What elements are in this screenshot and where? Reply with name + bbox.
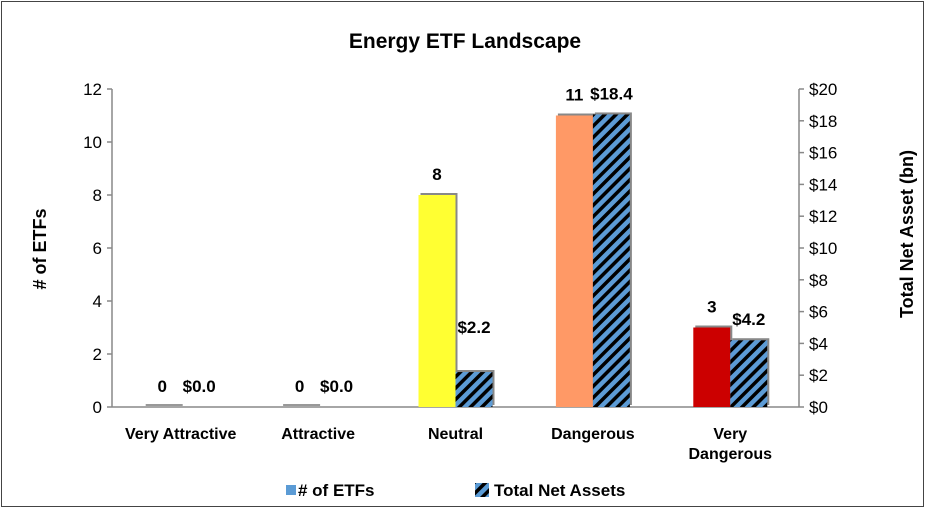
y-tick-label-right: $12 [809, 207, 837, 226]
data-label-etf-count: 0 [295, 377, 304, 396]
bar-etf-count [693, 327, 731, 407]
category-label: Very Attractive [125, 426, 237, 443]
y-tick-label-left: 4 [93, 292, 102, 311]
legend-label-etfs: # of ETFs [298, 481, 375, 500]
data-label-etf-count: 3 [707, 298, 716, 317]
y-tick-label-right: $18 [809, 112, 837, 131]
data-label-net-assets: $18.4 [590, 84, 633, 103]
y-axis-right-ticks: $0 $2 $4 $6 $8 $10 $12 $14 $16 $18 $20 [799, 80, 837, 417]
data-label-net-assets: $0.0 [183, 377, 216, 396]
category-label: Very Dangerous [689, 426, 773, 463]
data-label-etf-count: 8 [432, 165, 441, 184]
bar-net-assets [592, 114, 630, 407]
data-label-net-assets: $0.0 [320, 377, 353, 396]
bar-net-assets [455, 372, 493, 407]
energy-etf-chart: Energy ETF Landscape # of ETFs Total Net… [30, 30, 917, 500]
y-tick-label-right: $20 [809, 80, 837, 99]
y-tick-label-left: 12 [83, 80, 102, 99]
legend-swatch-etfs [286, 485, 296, 495]
data-label-net-assets: $4.2 [732, 310, 765, 329]
category-label: Attractive [281, 426, 355, 443]
y-tick-label-right: $14 [809, 175, 837, 194]
legend: # of ETFs Total Net Assets [286, 481, 625, 500]
y-axis-label-left: # of ETFs [30, 208, 50, 289]
y-tick-label-left: 8 [93, 186, 102, 205]
bar-net-assets [730, 340, 768, 407]
y-tick-label-left: 10 [83, 133, 102, 152]
y-tick-label-right: $6 [809, 303, 828, 322]
data-label-net-assets: $2.2 [457, 318, 490, 337]
y-tick-label-left: 0 [93, 398, 102, 417]
bar-etf-count [555, 115, 593, 407]
data-label-etf-count: 0 [157, 377, 166, 396]
y-tick-label-right: $2 [809, 366, 828, 385]
y-axis-left-ticks: 0 2 4 6 8 10 12 [83, 80, 112, 417]
category-labels: Very Attractive Attractive Neutral Dangerou… [125, 426, 772, 463]
bars: 0 $0.0 0 $0.0 8 $2.2 11 $18.4 3 $4.2 [145, 84, 768, 407]
category-label: Neutral [428, 426, 483, 443]
y-tick-label-right: $8 [809, 271, 828, 290]
y-tick-label-right: $4 [809, 334, 828, 353]
category-label: Dangerous [551, 426, 635, 443]
legend-swatch-net-assets [475, 483, 489, 497]
y-axis-label-right: Total Net Asset (bn) [897, 150, 917, 318]
y-tick-label-right: $16 [809, 144, 837, 163]
y-tick-label-left: 2 [93, 345, 102, 364]
data-label-etf-count: 11 [565, 86, 583, 105]
y-tick-label-left: 6 [93, 239, 102, 258]
y-tick-label-right: $0 [809, 398, 828, 417]
chart-title: Energy ETF Landscape [349, 30, 581, 53]
y-tick-label-right: $10 [809, 239, 837, 258]
bar-etf-count [418, 195, 456, 407]
legend-label-net-assets: Total Net Assets [494, 481, 625, 500]
